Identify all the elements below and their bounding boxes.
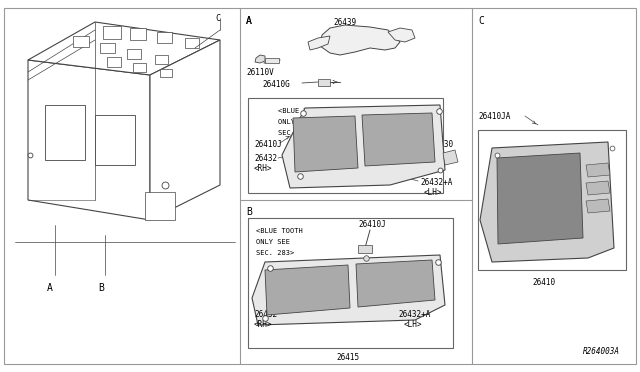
Polygon shape bbox=[443, 150, 458, 165]
Polygon shape bbox=[150, 40, 220, 220]
Polygon shape bbox=[586, 163, 610, 177]
Text: <BLUE TOOTH: <BLUE TOOTH bbox=[256, 228, 303, 234]
Text: 26439: 26439 bbox=[333, 18, 356, 27]
Bar bbox=[155, 55, 168, 64]
Text: A: A bbox=[246, 16, 252, 26]
Text: 26410: 26410 bbox=[532, 278, 556, 287]
Text: A: A bbox=[246, 16, 252, 26]
Bar bbox=[73, 36, 89, 47]
Bar bbox=[95, 115, 135, 165]
Polygon shape bbox=[282, 105, 445, 188]
Polygon shape bbox=[320, 25, 400, 55]
Text: 26410G: 26410G bbox=[262, 80, 290, 89]
Circle shape bbox=[77, 182, 133, 238]
Text: SEC. 283>: SEC. 283> bbox=[278, 130, 316, 136]
Text: 26432: 26432 bbox=[254, 154, 277, 163]
Bar bbox=[248, 218, 453, 348]
Polygon shape bbox=[265, 265, 350, 315]
Text: SEC. 283>: SEC. 283> bbox=[256, 250, 294, 256]
Bar bbox=[145, 192, 175, 220]
Text: B: B bbox=[98, 283, 104, 293]
Polygon shape bbox=[356, 260, 435, 307]
Text: R264003A: R264003A bbox=[583, 347, 620, 356]
Polygon shape bbox=[293, 116, 358, 172]
Text: 26410J: 26410J bbox=[254, 140, 282, 149]
Bar bbox=[318, 79, 330, 86]
Text: <BLUE TOOTH: <BLUE TOOTH bbox=[278, 108, 324, 114]
Polygon shape bbox=[586, 199, 610, 213]
Polygon shape bbox=[480, 142, 614, 262]
Bar bbox=[160, 69, 172, 77]
Text: 26415: 26415 bbox=[337, 353, 360, 362]
Text: 26432+A: 26432+A bbox=[398, 310, 430, 319]
Text: 26110V: 26110V bbox=[246, 68, 274, 77]
Bar bbox=[248, 98, 443, 193]
Bar bbox=[130, 28, 146, 40]
Polygon shape bbox=[28, 22, 220, 75]
Polygon shape bbox=[497, 153, 583, 244]
Polygon shape bbox=[308, 36, 330, 50]
Bar bbox=[133, 63, 146, 72]
Text: <RH>: <RH> bbox=[254, 164, 273, 173]
Text: 26410J: 26410J bbox=[358, 220, 386, 229]
Circle shape bbox=[92, 197, 118, 223]
Bar bbox=[265, 58, 279, 63]
Text: 26432+A: 26432+A bbox=[420, 178, 452, 187]
Text: B: B bbox=[246, 207, 252, 217]
Polygon shape bbox=[252, 255, 445, 325]
Polygon shape bbox=[255, 55, 265, 63]
Polygon shape bbox=[362, 113, 435, 166]
Polygon shape bbox=[586, 181, 610, 195]
Polygon shape bbox=[28, 60, 150, 220]
Bar bbox=[100, 43, 115, 53]
Text: C: C bbox=[215, 14, 220, 23]
Text: ONLY SEE: ONLY SEE bbox=[256, 239, 290, 245]
Bar bbox=[103, 26, 121, 39]
Bar bbox=[358, 245, 372, 253]
Bar bbox=[478, 130, 626, 270]
Text: A: A bbox=[47, 283, 53, 293]
Text: 26410JA: 26410JA bbox=[478, 112, 510, 121]
Text: <RH>: <RH> bbox=[254, 320, 273, 329]
Polygon shape bbox=[388, 28, 415, 42]
Text: ONLY SEE: ONLY SEE bbox=[278, 119, 312, 125]
Text: C: C bbox=[478, 16, 484, 26]
Bar bbox=[45, 105, 85, 160]
Text: 26430: 26430 bbox=[430, 140, 453, 149]
Text: 26432: 26432 bbox=[254, 310, 277, 319]
Text: <LH>: <LH> bbox=[404, 320, 422, 329]
Bar bbox=[157, 32, 172, 43]
Text: <LH>: <LH> bbox=[424, 188, 442, 197]
Bar bbox=[107, 57, 121, 67]
Bar bbox=[127, 49, 141, 59]
Bar bbox=[185, 38, 199, 48]
